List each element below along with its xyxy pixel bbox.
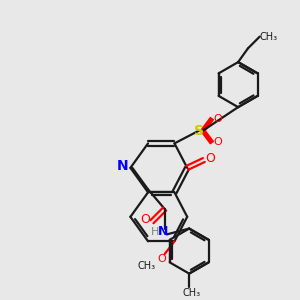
Text: O: O bbox=[213, 114, 222, 124]
Text: N: N bbox=[117, 159, 128, 173]
Text: CH₃: CH₃ bbox=[182, 288, 200, 298]
Text: H: H bbox=[151, 226, 159, 236]
Text: CH₃: CH₃ bbox=[260, 32, 278, 42]
Text: O: O bbox=[140, 213, 150, 226]
Text: O: O bbox=[205, 152, 215, 165]
Text: O: O bbox=[158, 254, 166, 264]
Text: O: O bbox=[213, 137, 222, 147]
Text: S: S bbox=[194, 124, 204, 138]
Text: N: N bbox=[158, 225, 168, 238]
Text: CH₃: CH₃ bbox=[138, 261, 156, 271]
